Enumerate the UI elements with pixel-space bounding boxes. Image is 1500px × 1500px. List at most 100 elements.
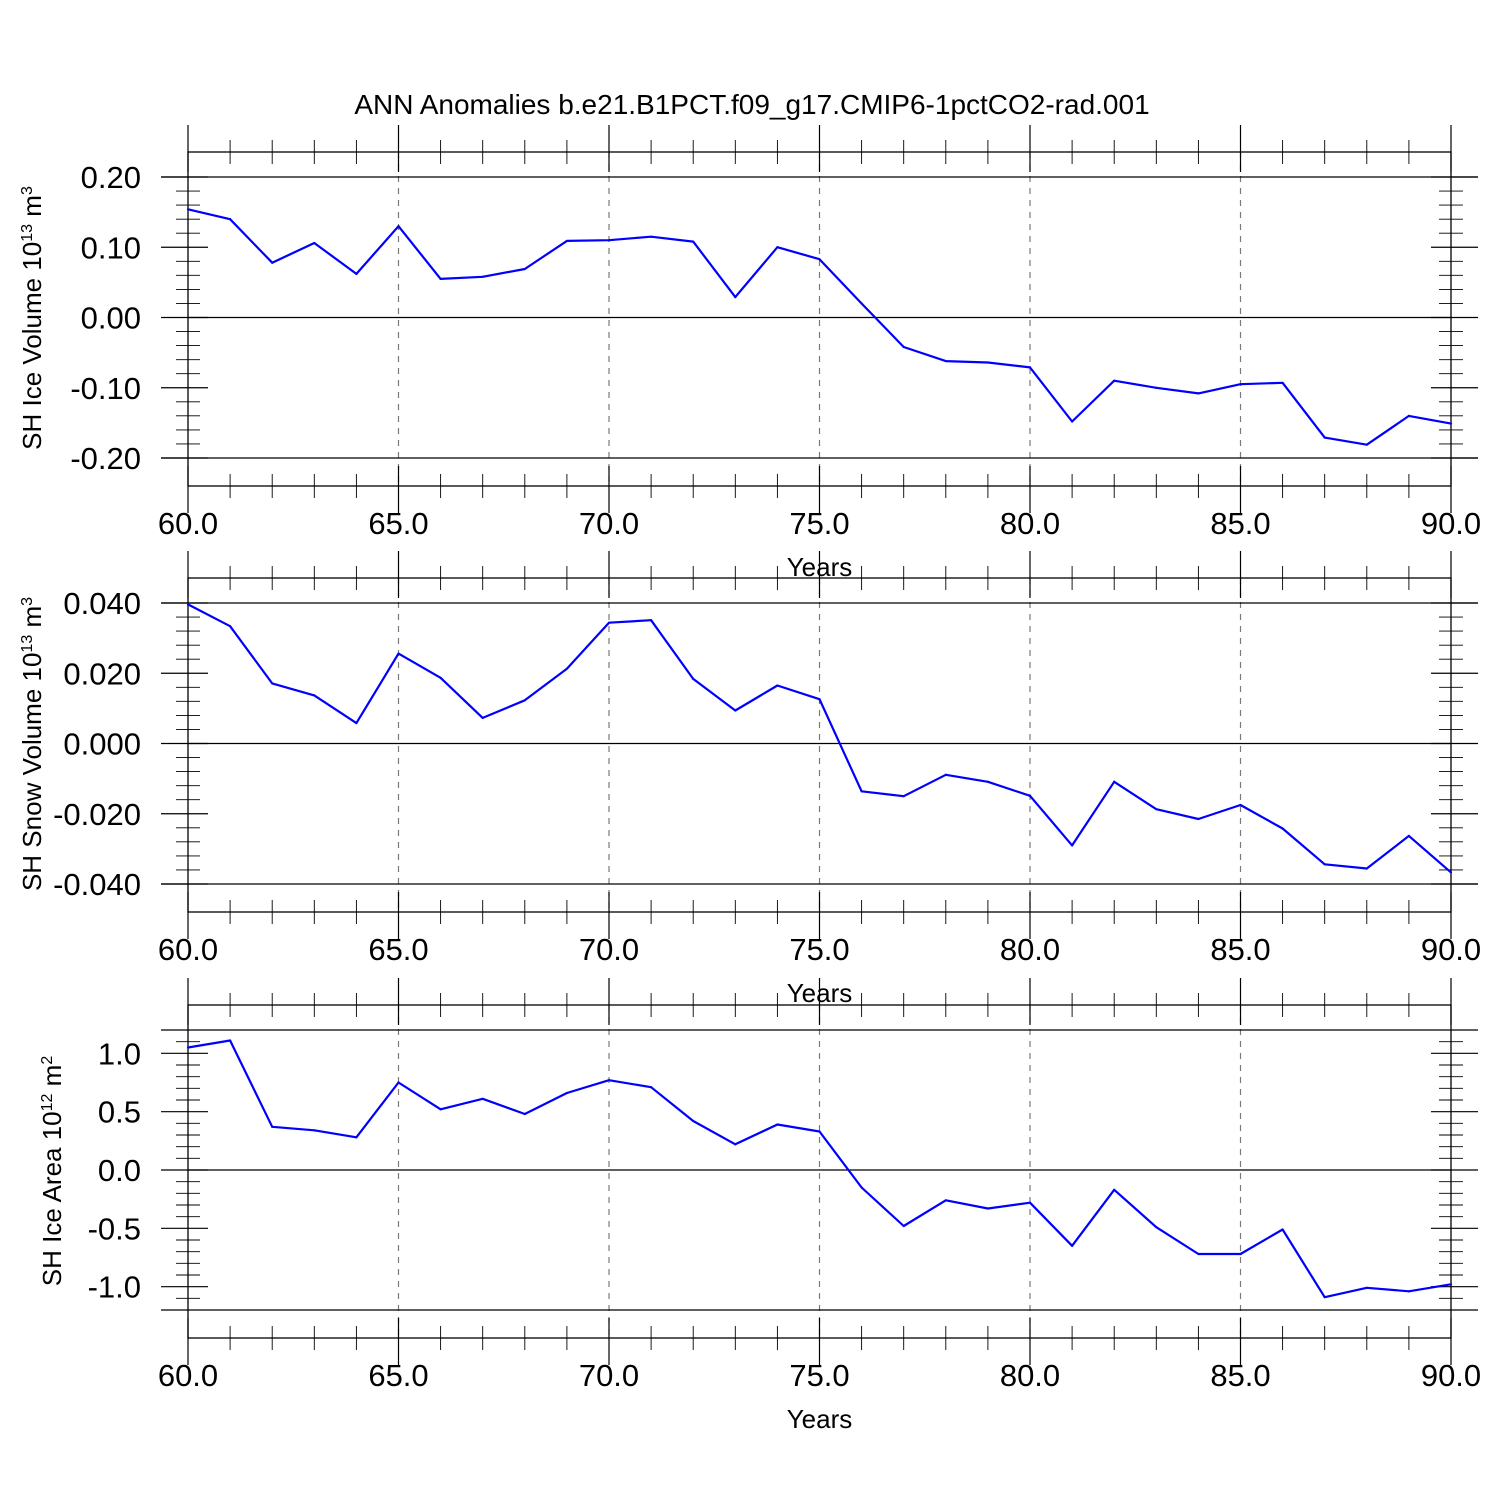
- data-point: [186, 208, 190, 211]
- y-tick-label: -0.20: [70, 441, 141, 476]
- data-point: [565, 1091, 569, 1095]
- data-point: [1281, 381, 1284, 384]
- data-point: [1197, 817, 1200, 821]
- data-point: [397, 225, 400, 228]
- x-tick-label: 75.0: [789, 932, 849, 967]
- data-point: [818, 698, 821, 701]
- data-point: [523, 699, 526, 702]
- data-point: [1407, 834, 1410, 837]
- y-tick-label: 0.040: [63, 586, 141, 621]
- data-point: [1365, 1286, 1368, 1289]
- data-point: [355, 722, 358, 725]
- data-point: [650, 235, 653, 238]
- data-point: [481, 275, 484, 278]
- data-point: [313, 241, 316, 245]
- data-point: [523, 1112, 526, 1116]
- data-point: [1113, 379, 1116, 382]
- data-point: [734, 1143, 737, 1146]
- y-tick-label: -0.040: [53, 867, 141, 902]
- panel-1: -0.20 -0.10 0.00 0.10 0.20 60.0 65.0 70.0 75.0 80…: [17, 125, 1481, 582]
- data-point: [986, 361, 990, 364]
- y-tick-label: 1.0: [98, 1036, 141, 1071]
- data-point: [271, 261, 274, 264]
- chart-title: ANN Anomalies b.e21.B1PCT.f09_g17.CMIP6-…: [354, 89, 1149, 120]
- data-point: [944, 773, 947, 776]
- y-tick-label: 0.5: [98, 1095, 141, 1130]
- y-tick-label: -0.5: [88, 1211, 141, 1246]
- data-point: [1323, 436, 1326, 439]
- y-axis-title-part: SH Ice Volume 10: [17, 242, 47, 450]
- data-point: [1028, 366, 1032, 369]
- data-point: [1028, 1201, 1032, 1204]
- data-point: [1155, 1226, 1158, 1229]
- data-point: [734, 709, 737, 712]
- y-axis-title: SH Ice Volume 1013 m3: [17, 186, 47, 450]
- data-point: [1197, 1252, 1200, 1256]
- data-point: [692, 240, 695, 243]
- data-point: [439, 1108, 442, 1111]
- data-point: [481, 716, 484, 719]
- data-point: [860, 790, 863, 793]
- y-tick-label: 0.20: [81, 160, 141, 195]
- data-point: [313, 694, 316, 697]
- x-tick-label: 70.0: [579, 506, 639, 541]
- data-point: [1155, 808, 1158, 811]
- data-point: [902, 345, 905, 349]
- data-point: [692, 677, 695, 680]
- data-point: [607, 621, 611, 624]
- y-tick-label: 0.020: [63, 656, 141, 691]
- data-point: [1449, 422, 1453, 425]
- x-tick-label: 65.0: [368, 506, 428, 541]
- y-axis-title-superscript: 2: [39, 1056, 56, 1065]
- x-tick-label: 75.0: [789, 1358, 849, 1393]
- data-point: [186, 603, 190, 606]
- data-point: [1028, 794, 1032, 797]
- data-point: [523, 267, 526, 271]
- data-point: [692, 1119, 695, 1123]
- y-axis-title-part: m: [17, 606, 47, 635]
- chart-panels: -0.20 -0.10 0.00 0.10 0.20 60.0 65.0 70.0 75.0 80…: [17, 125, 1481, 1434]
- data-point: [1449, 1283, 1453, 1286]
- data-point: [986, 780, 990, 783]
- data-point: [607, 239, 611, 242]
- data-point: [776, 246, 779, 249]
- y-axis-title-part: m: [17, 195, 47, 224]
- y-axis-title: SH Snow Volume 1013 m3: [17, 597, 47, 891]
- data-point: [818, 258, 821, 261]
- y-tick-label: -0.10: [70, 371, 141, 406]
- data-point: [902, 1224, 905, 1228]
- x-tick-label: 85.0: [1210, 506, 1270, 541]
- data-point: [439, 676, 442, 679]
- data-point: [565, 239, 569, 243]
- y-axis-title-superscript: 13: [19, 635, 36, 653]
- data-point: [397, 1081, 400, 1084]
- data-point: [1281, 827, 1284, 830]
- y-axis-title-part: SH Ice Area 10: [37, 1111, 67, 1286]
- x-tick-label: 85.0: [1210, 932, 1270, 967]
- data-point: [1197, 392, 1200, 395]
- data-point: [607, 1079, 611, 1082]
- data-point: [1113, 1188, 1116, 1191]
- data-point: [650, 619, 653, 622]
- data-point: [1113, 780, 1116, 783]
- x-tick-label: 60.0: [158, 1358, 218, 1393]
- x-tick-label: 75.0: [789, 506, 849, 541]
- data-point: [355, 272, 358, 276]
- data-point: [1323, 1296, 1326, 1299]
- x-tick-label: 90.0: [1421, 506, 1481, 541]
- data-point: [481, 1097, 484, 1100]
- y-tick-label: -1.0: [88, 1270, 141, 1305]
- data-point: [860, 1186, 863, 1189]
- data-point: [1449, 871, 1453, 874]
- data-point: [271, 682, 274, 685]
- data-point: [439, 277, 442, 280]
- y-axis-title-part: m: [37, 1065, 67, 1094]
- data-point: [650, 1086, 653, 1089]
- y-tick-label: 0.0: [98, 1153, 141, 1188]
- y-tick-label: 0.10: [81, 230, 141, 265]
- data-point: [1365, 443, 1368, 446]
- y-axis-title-superscript: 13: [19, 224, 36, 242]
- y-axis-title-superscript: 3: [19, 597, 36, 606]
- data-point: [1281, 1228, 1284, 1231]
